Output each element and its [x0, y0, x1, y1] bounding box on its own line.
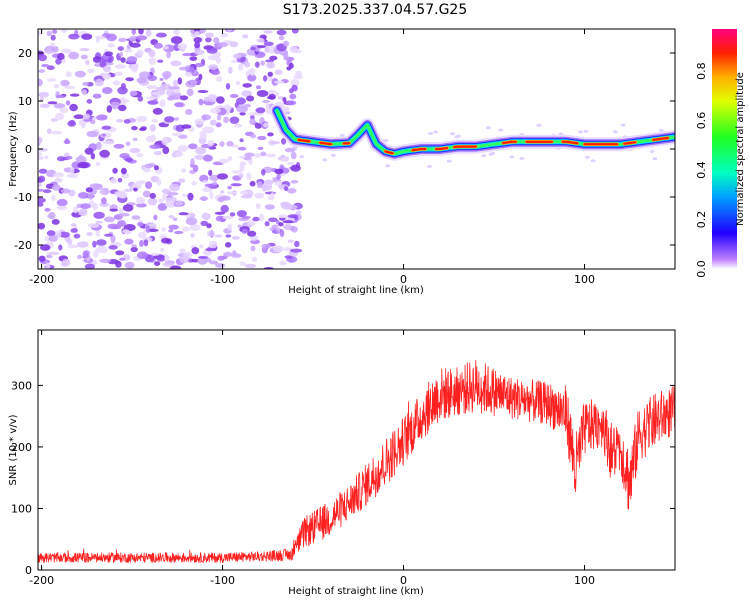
ridge-hot-core — [503, 142, 516, 143]
x-tick-label: -100 — [210, 574, 235, 587]
spectrogram-x-label: Height of straight line (km) — [288, 285, 424, 296]
y-tick-label: 0 — [25, 143, 32, 156]
y-tick-label: -10 — [14, 191, 32, 204]
ridge-hot-core — [624, 142, 635, 143]
ridge-hot-core — [299, 140, 310, 141]
y-tick-label: 300 — [11, 379, 32, 392]
snr-series-line — [38, 360, 675, 562]
y-tick-label: -20 — [14, 239, 32, 252]
colorbar-label: Normalized spectral amplitude — [735, 72, 746, 226]
x-tick-label: -200 — [29, 273, 54, 286]
y-tick-label: 0 — [25, 564, 32, 577]
y-tick-label: 10 — [18, 95, 32, 108]
colorbar-tick-label: 0.0 — [695, 260, 708, 278]
colorbar: 0.0 0.2 0.4 0.6 0.8 Normalized spectral ampl… — [695, 29, 746, 278]
colorbar-ticks: 0.0 0.2 0.4 0.6 0.8 — [695, 62, 708, 277]
x-tick-label: 100 — [574, 574, 595, 587]
ridge-hot-core — [436, 148, 447, 149]
ridge-hot-core — [320, 143, 331, 144]
figure-title: S173.2025.337.04.57.G25 — [283, 2, 468, 18]
colorbar-gradient — [712, 29, 737, 269]
spectrogram-y-label: Frequency (Hz) — [8, 111, 19, 187]
x-tick-label: -200 — [29, 574, 54, 587]
snr-x-label: Height of straight line (km) — [288, 586, 424, 597]
colorbar-tick-label: 0.8 — [695, 62, 708, 80]
ridge-hot-core — [413, 149, 426, 150]
colorbar-tick-label: 0.6 — [695, 112, 708, 130]
colorbar-tick-label: 0.2 — [695, 211, 708, 229]
ridge-hot-core — [454, 147, 476, 148]
x-tick-label: -100 — [210, 273, 235, 286]
x-tick-label: 100 — [574, 273, 595, 286]
y-tick-label: 100 — [11, 502, 32, 515]
y-tick-label: 20 — [18, 47, 32, 60]
colorbar-tick-label: 0.4 — [695, 161, 708, 179]
snr-y-label: SNR (10 * v/v) — [8, 414, 19, 485]
